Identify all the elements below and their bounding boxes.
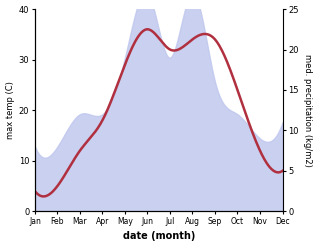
Y-axis label: med. precipitation (kg/m2): med. precipitation (kg/m2) <box>303 54 313 167</box>
X-axis label: date (month): date (month) <box>122 231 195 242</box>
Y-axis label: max temp (C): max temp (C) <box>5 81 15 139</box>
